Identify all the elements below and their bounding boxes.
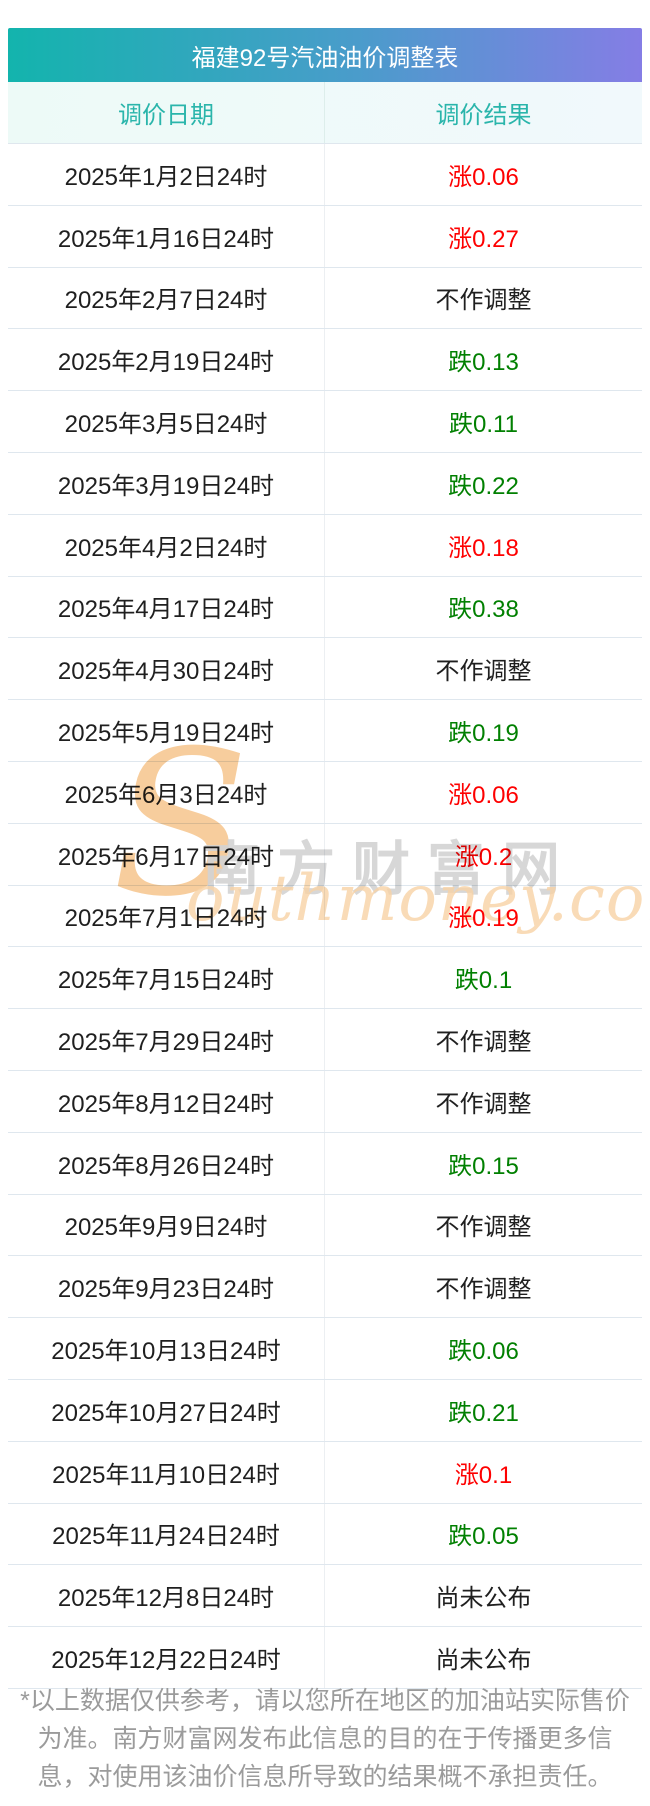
table-row: 2025年11月10日24时 涨0.1 bbox=[8, 1440, 642, 1503]
table-row: 2025年10月27日24时 跌0.21 bbox=[8, 1378, 642, 1441]
column-header-result: 调价结果 bbox=[435, 102, 532, 129]
date-cell: 2025年8月26日24时 bbox=[8, 1132, 325, 1194]
disclaimer-text: *以上数据仅供参考，请以您所在地区的加油站实际售价为准。南方财富网发布此信息的目… bbox=[20, 1687, 630, 1791]
result-cell: 不作调整 bbox=[435, 1214, 532, 1242]
table-row: 2025年4月30日24时 不作调整 bbox=[8, 637, 642, 700]
result-cell: 跌0.38 bbox=[448, 596, 519, 624]
result-cell: 涨0.1 bbox=[454, 1461, 513, 1489]
result-cell: 跌0.21 bbox=[448, 1399, 519, 1427]
date-cell: 2025年9月23日24时 bbox=[8, 1256, 325, 1318]
date-cell: 2025年3月19日24时 bbox=[8, 452, 325, 514]
date-cell: 2025年7月1日24时 bbox=[8, 885, 325, 947]
result-cell: 不作调整 bbox=[435, 1090, 532, 1118]
date-cell: 2025年7月15日24时 bbox=[8, 947, 325, 1009]
date-cell: 2025年10月13日24时 bbox=[8, 1318, 325, 1379]
table-row: 2025年6月3日24时 涨0.06 bbox=[8, 760, 642, 823]
result-cell: 跌0.05 bbox=[448, 1523, 519, 1551]
date-cell: 2025年6月3日24时 bbox=[8, 761, 325, 823]
date-cell: 2025年11月10日24时 bbox=[8, 1441, 325, 1503]
fuel-price-table: 福建92号汽油油价调整表 调价日期 调价结果 2025年1月2日24时 涨0.06… bbox=[8, 28, 642, 1689]
table-row: 2025年5月19日24时 跌0.19 bbox=[8, 699, 642, 761]
result-cell: 涨0.2 bbox=[454, 843, 513, 871]
date-cell: 2025年3月5日24时 bbox=[8, 391, 325, 452]
date-cell: 2025年12月8日24时 bbox=[8, 1565, 325, 1627]
column-header-date: 调价日期 bbox=[8, 82, 325, 143]
date-cell: 2025年2月7日24时 bbox=[8, 267, 325, 329]
result-cell: 不作调整 bbox=[435, 1276, 532, 1304]
table-row: 2025年12月22日24时 尚未公布 bbox=[8, 1626, 642, 1689]
table-row: 2025年2月19日24时 跌0.13 bbox=[8, 328, 642, 391]
table-row: 2025年4月17日24时 跌0.38 bbox=[8, 575, 642, 638]
table-row: 2025年8月26日24时 跌0.15 bbox=[8, 1131, 642, 1194]
date-cell: 2025年1月16日24时 bbox=[8, 205, 325, 267]
result-cell: 跌0.22 bbox=[448, 472, 519, 500]
result-cell: 跌0.15 bbox=[448, 1152, 519, 1180]
date-cell: 2025年5月19日24时 bbox=[8, 700, 325, 761]
result-cell: 涨0.18 bbox=[448, 534, 519, 562]
table-row: 2025年2月7日24时 不作调整 bbox=[8, 266, 642, 329]
result-cell: 跌0.1 bbox=[454, 967, 513, 995]
result-cell: 涨0.19 bbox=[448, 905, 519, 933]
table-row: 2025年1月2日24时 涨0.06 bbox=[8, 143, 642, 205]
table-title: 福建92号汽油油价调整表 bbox=[8, 28, 642, 82]
date-cell: 2025年10月27日24时 bbox=[8, 1379, 325, 1441]
date-cell: 2025年2月19日24时 bbox=[8, 329, 325, 391]
table-row: 2025年3月19日24时 跌0.22 bbox=[8, 451, 642, 514]
table-row: 2025年3月5日24时 跌0.11 bbox=[8, 390, 642, 452]
result-cell: 尚未公布 bbox=[435, 1647, 532, 1675]
result-cell: 涨0.06 bbox=[448, 781, 519, 809]
result-cell: 跌0.06 bbox=[448, 1338, 519, 1366]
result-cell: 跌0.13 bbox=[448, 349, 519, 377]
date-cell: 2025年1月2日24时 bbox=[8, 144, 325, 205]
table-row: 2025年12月8日24时 尚未公布 bbox=[8, 1564, 642, 1627]
result-cell: 涨0.27 bbox=[448, 225, 519, 253]
date-cell: 2025年11月24日24时 bbox=[8, 1503, 325, 1565]
result-cell: 涨0.06 bbox=[448, 163, 519, 191]
result-cell: 不作调整 bbox=[435, 1029, 532, 1057]
date-cell: 2025年4月30日24时 bbox=[8, 638, 325, 700]
table-row: 2025年4月2日24时 涨0.18 bbox=[8, 513, 642, 576]
date-cell: 2025年7月29日24时 bbox=[8, 1009, 325, 1070]
table-row: 2025年7月29日24时 不作调整 bbox=[8, 1008, 642, 1070]
result-cell: 不作调整 bbox=[435, 658, 532, 686]
date-cell: 2025年8月12日24时 bbox=[8, 1070, 325, 1132]
date-cell: 2025年6月17日24时 bbox=[8, 823, 325, 885]
table-row: 2025年7月1日24时 涨0.19 bbox=[8, 884, 642, 947]
table-row: 2025年11月24日24时 跌0.05 bbox=[8, 1502, 642, 1565]
date-cell: 2025年12月22日24时 bbox=[8, 1627, 325, 1688]
result-cell: 跌0.11 bbox=[449, 411, 518, 439]
table-row: 2025年6月17日24时 涨0.2 bbox=[8, 822, 642, 885]
date-cell: 2025年4月2日24时 bbox=[8, 514, 325, 576]
result-cell: 尚未公布 bbox=[435, 1585, 532, 1613]
table-row: 2025年1月16日24时 涨0.27 bbox=[8, 204, 642, 267]
table-row: 2025年8月12日24时 不作调整 bbox=[8, 1069, 642, 1132]
table-row: 2025年9月9日24时 不作调整 bbox=[8, 1193, 642, 1256]
date-cell: 2025年4月17日24时 bbox=[8, 576, 325, 638]
table-row: 2025年7月15日24时 跌0.1 bbox=[8, 946, 642, 1009]
table-row: 2025年10月13日24时 跌0.06 bbox=[8, 1317, 642, 1379]
result-cell: 跌0.19 bbox=[448, 720, 519, 748]
table-body: 2025年1月2日24时 涨0.06 2025年1月16日24时 涨0.27 2025年… bbox=[8, 143, 642, 1689]
table-header-row: 调价日期 调价结果 bbox=[8, 82, 642, 143]
table-row: 2025年9月23日24时 不作调整 bbox=[8, 1255, 642, 1318]
result-cell: 不作调整 bbox=[435, 287, 532, 315]
date-cell: 2025年9月9日24时 bbox=[8, 1194, 325, 1256]
